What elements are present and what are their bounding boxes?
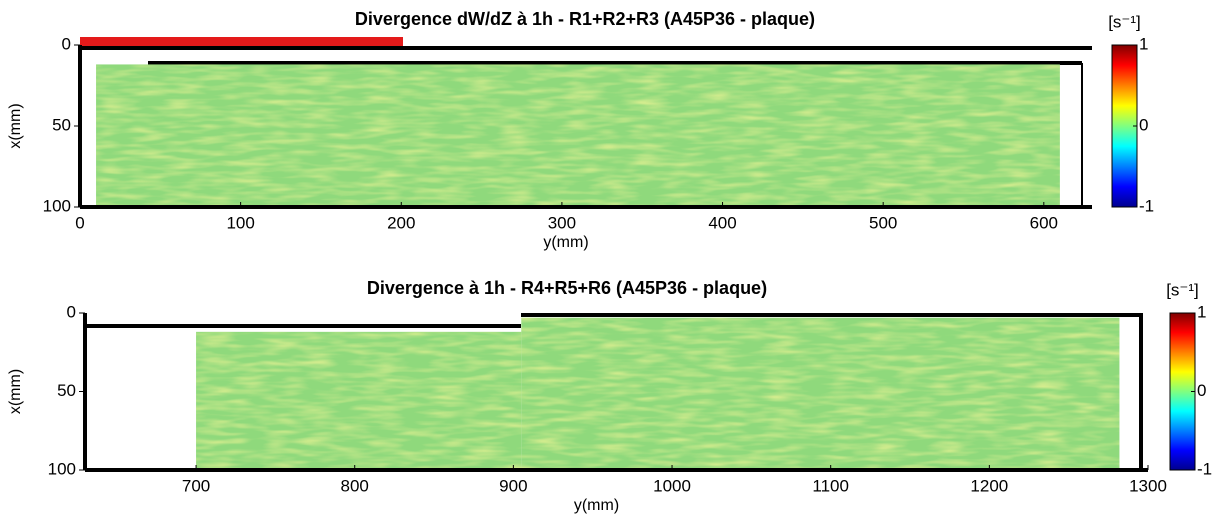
x-tick-label: 0 bbox=[75, 213, 84, 232]
colorbar-tick-label: 1 bbox=[1197, 302, 1206, 321]
y-tick-label: 50 bbox=[57, 381, 76, 400]
colorbar-tick-label: -1 bbox=[1139, 196, 1154, 215]
colorbar-label: [s⁻¹] bbox=[1108, 12, 1141, 31]
y-tick-label: 100 bbox=[48, 459, 76, 478]
x-tick-label: 700 bbox=[182, 476, 210, 495]
x-tick-label: 200 bbox=[387, 213, 415, 232]
x-tick-label: 1300 bbox=[1129, 476, 1167, 495]
colorbar-tick-label: 1 bbox=[1139, 34, 1148, 53]
chart-title: Divergence dW/dZ à 1h - R1+R2+R3 (A45P36… bbox=[355, 9, 815, 29]
x-tick-label: 800 bbox=[341, 476, 369, 495]
y-axis-label: x(mm) bbox=[7, 369, 24, 414]
x-tick-label: 1200 bbox=[970, 476, 1008, 495]
y-axis-label: x(mm) bbox=[7, 103, 24, 148]
colorbar bbox=[1169, 312, 1196, 471]
x-tick-label: 300 bbox=[548, 213, 576, 232]
x-axis-label: y(mm) bbox=[543, 234, 588, 251]
y-tick-label: 100 bbox=[43, 196, 71, 215]
x-tick-label: 400 bbox=[708, 213, 736, 232]
y-tick-label: 0 bbox=[67, 302, 76, 321]
y-tick-label: 50 bbox=[52, 115, 71, 134]
colorbar-tick-label: 0 bbox=[1197, 381, 1206, 400]
plate-marker bbox=[80, 37, 403, 47]
field-texture bbox=[96, 64, 1060, 207]
y-tick-label: 0 bbox=[62, 34, 71, 53]
x-tick-label: 500 bbox=[869, 213, 897, 232]
x-tick-label: 100 bbox=[226, 213, 254, 232]
x-tick-label: 1100 bbox=[812, 476, 849, 495]
chart-title: Divergence à 1h - R4+R5+R6 (A45P36 - pla… bbox=[367, 278, 767, 298]
field-texture bbox=[521, 317, 1120, 470]
x-tick-label: 900 bbox=[499, 476, 527, 495]
x-axis-label: y(mm) bbox=[574, 497, 619, 514]
colorbar-label: [s⁻¹] bbox=[1166, 280, 1199, 299]
x-tick-label: 1000 bbox=[653, 476, 691, 495]
colorbar-tick-label: 0 bbox=[1139, 115, 1148, 134]
field-texture bbox=[196, 331, 522, 470]
x-tick-label: 600 bbox=[1030, 213, 1058, 232]
colorbar-tick-label: -1 bbox=[1197, 459, 1212, 478]
